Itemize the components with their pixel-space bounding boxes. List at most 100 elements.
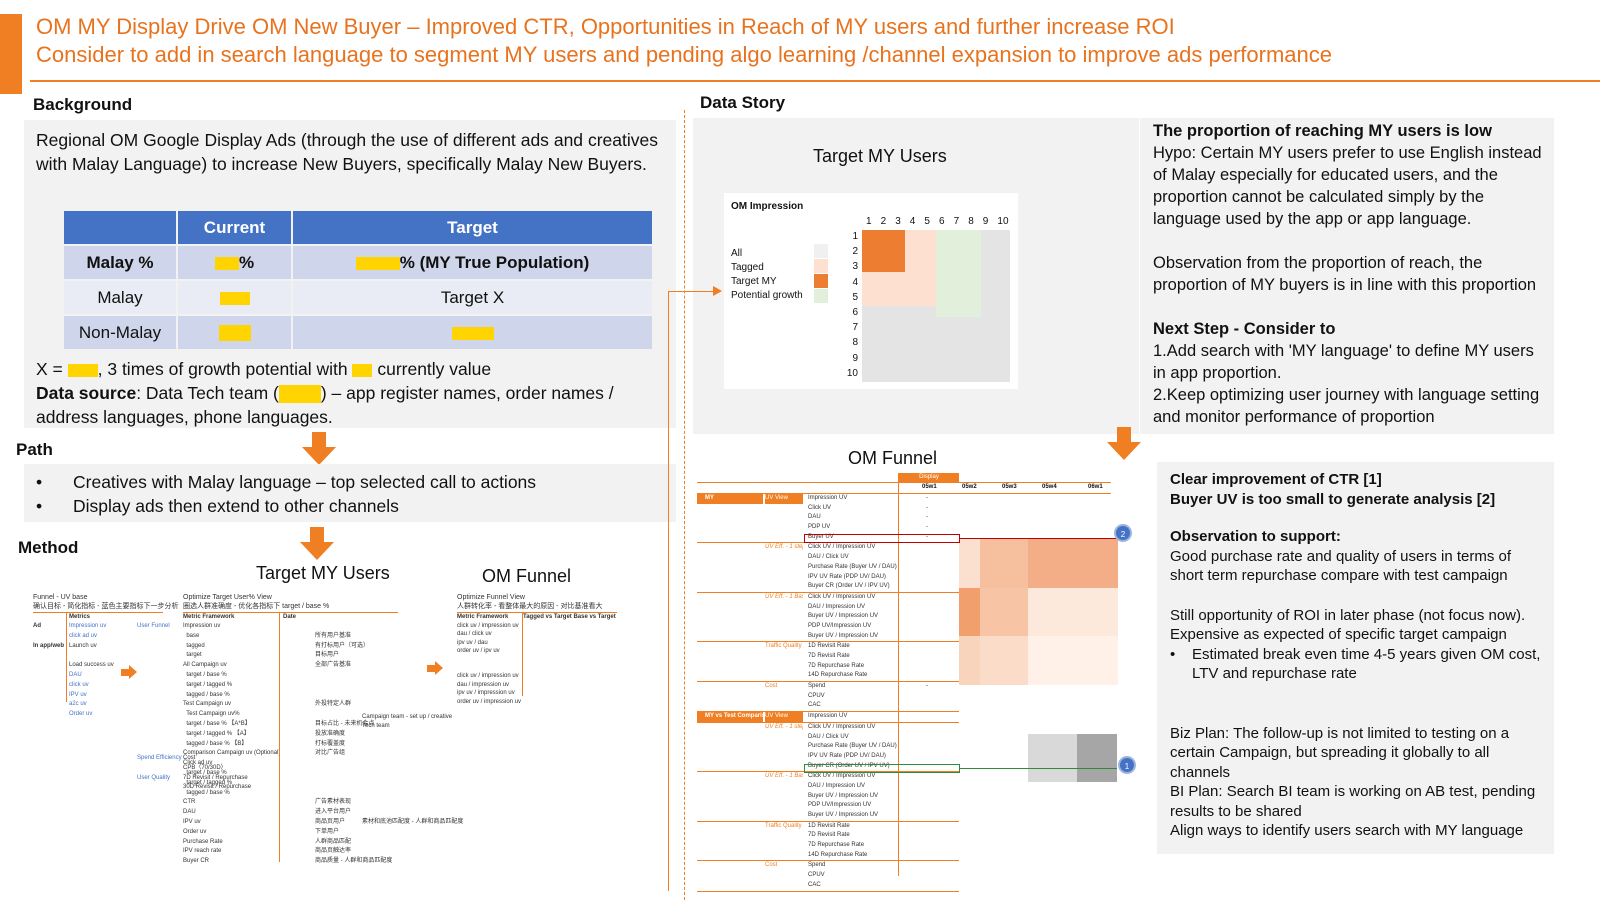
table-row: Order uv: [33, 710, 163, 720]
table-row: IPV uv: [33, 691, 163, 701]
connector-line: [668, 291, 669, 891]
grid-col-label: 5: [924, 216, 930, 227]
grid-col-label: 6: [939, 216, 945, 227]
method-target-title: Target MY Users: [256, 563, 390, 583]
legend-item: Potential growth: [731, 290, 803, 301]
table-row: DAU / Impression UV: [697, 603, 959, 613]
list-item: • Creatives with Malay language – top sel…: [36, 472, 537, 492]
proportion-heading: The proportion of reaching MY users is l…: [1153, 122, 1492, 140]
team-note: Tech team: [362, 723, 390, 729]
table-row: Purchase Rate (Buyer UV / DAU): [697, 742, 959, 752]
funnel-metric: IPV UV Rate (PDP UV/ DAU): [808, 752, 886, 759]
table-row: Purchase Rate 人群商品匹配: [183, 838, 398, 848]
desc-cell: 目标用户: [315, 652, 340, 659]
legend-swatches: [814, 244, 828, 303]
down-arrow-icon: [1117, 427, 1131, 443]
funnel-metric: DAU / Click UV: [808, 554, 849, 561]
metric-cell: CTR: [183, 799, 196, 806]
method-heading: Method: [18, 538, 79, 557]
funnel-metric: Click UV / Impression UV: [808, 544, 876, 551]
table-row: [457, 664, 617, 672]
down-arrow-icon: [300, 542, 334, 560]
funnel-metric: PDP UV: [808, 524, 831, 531]
heatmap-cell: [980, 539, 1028, 588]
section-sub: Traffic Quality: [765, 643, 802, 650]
metric-cell: Click ad uv: [183, 760, 213, 767]
table-row: ipv uv / impression uv: [457, 690, 515, 697]
desc-cell: 商品页用户: [315, 818, 346, 825]
table-row: PDP UV/Impression UV: [697, 801, 959, 811]
funnel-value: -: [926, 683, 928, 690]
redacted-value: [355, 256, 400, 270]
table-row: Non-Malay: [64, 316, 652, 349]
buyer-finding: Buyer UV is too small to generate analys…: [1170, 490, 1496, 508]
metric-cell: click uv: [69, 681, 89, 688]
section-label: MY: [697, 494, 763, 504]
redacted-value: [278, 385, 321, 404]
table-row: Buyer UV / Impression UV: [697, 811, 959, 821]
funnel-section: UV Eff. - 1 Base Click UV / Impression UV…: [697, 593, 959, 643]
desc-cell: 所有用户基准: [315, 632, 352, 639]
table-row: UV Eff. - 1 Base Click UV / Impression UV: [697, 593, 959, 603]
desc-cell: 人群商品匹配: [315, 838, 352, 845]
list-item: • Display ads then extend to other channe…: [36, 496, 399, 516]
right-arrow-icon: [129, 665, 137, 679]
heatmap-cell: [959, 588, 980, 636]
down-arrow-icon: [312, 432, 326, 448]
funnel-metric: Click UV: [808, 504, 832, 511]
table-row: 7D Repurchase Rate: [697, 841, 959, 851]
redacted-value: [67, 363, 98, 377]
table-row: IPV reach rate 商品页触达率: [183, 847, 398, 857]
table-row: dau / click uv: [457, 631, 492, 638]
redacted-value: [352, 363, 373, 377]
table-row: Malay Target X: [64, 281, 652, 314]
grid-row-label: 3: [852, 261, 858, 273]
table-row: IPV UV Rate (PDP UV/ DAU): [697, 573, 959, 583]
funnel-metric: Buyer CR (Order UV / IPV UV): [808, 583, 890, 590]
table-row: PDP UV -: [697, 523, 959, 533]
metric-cell: tagged: [183, 642, 205, 649]
funnel-metric: 7D Repurchase Rate: [808, 662, 865, 669]
table-row: MY vs Test ComparisonUV View Impression U…: [697, 712, 959, 722]
title-accent-bar: [0, 14, 22, 94]
metric-cell: Cost: [183, 754, 196, 761]
background-text: Regional OM Google Display Ads (through …: [36, 130, 658, 174]
method-funnel-title: OM Funnel: [482, 566, 572, 586]
metric-cell: target / base % 【A*B】: [183, 720, 251, 727]
table-row: Buyer UV -: [697, 533, 959, 543]
table-row: order uv / impression uv: [457, 698, 522, 705]
funnel-metric: 7D Revisit Rate: [808, 832, 850, 839]
table-row: CPUV: [697, 692, 959, 702]
metric-cell: All Campaign uv: [183, 662, 227, 669]
table-row: target / base %: [183, 769, 398, 779]
table-row: target / tagged %: [183, 681, 398, 691]
week-header: 05w2: [962, 484, 977, 490]
table-row: PDP UV/Impression UV: [697, 622, 959, 632]
funnel-metric: Purchase Rate (Buyer UV / DAU): [808, 743, 897, 750]
table-row: DAU / Impression UV: [697, 782, 959, 792]
grid-col-label: 8: [968, 216, 974, 227]
user-cell: User Funnel: [137, 623, 170, 629]
story-panel: [1140, 118, 1554, 434]
table-row: DAU / Click UV: [697, 733, 959, 743]
metric-cell: Launch uv: [69, 642, 97, 649]
grid-col-label: 10: [997, 216, 1009, 227]
stage-cell: In app/web: [33, 642, 65, 649]
heatmap-cell: [1077, 734, 1117, 782]
current-suffix: %: [238, 252, 255, 272]
grid-row-label: 7: [852, 322, 858, 334]
heatmap-cell: [959, 636, 980, 685]
section-sub: UV Eff. - 1 step: [765, 544, 803, 551]
legend-item: All: [731, 248, 743, 259]
week-header: 05w4: [1042, 484, 1057, 490]
table-row: tagged 有打标用户（可选）: [183, 642, 398, 652]
observation-2: Still opportunity of ROI in later phase …: [1170, 606, 1526, 644]
right-arrow-icon: [435, 661, 443, 675]
metric-cell: target / base %: [183, 769, 227, 776]
metric-cell: Buyer CR: [183, 858, 210, 865]
align-note: Align ways to identify users search with…: [1170, 822, 1524, 839]
funnel-metric: 7D Revisit Rate: [808, 653, 850, 659]
next-step-1: 1.Add search with 'MY language' to defin…: [1153, 342, 1534, 382]
table-row: tagged / base %: [183, 789, 398, 799]
table-row: 7D Revisit Rate: [697, 652, 959, 662]
